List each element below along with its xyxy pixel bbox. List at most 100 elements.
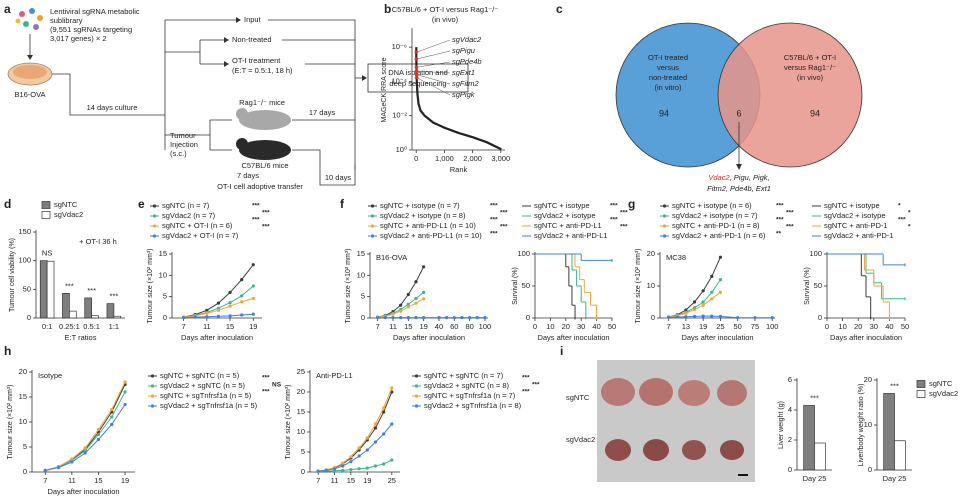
significance: *** <box>898 217 906 224</box>
point <box>701 289 705 293</box>
point <box>341 464 345 468</box>
highlight-point <box>414 72 419 77</box>
x-tick-label: 0 <box>533 322 537 331</box>
legend-marker <box>662 214 667 218</box>
arrowhead <box>362 75 367 81</box>
y-axis-label: MAGeCK RRA score <box>381 57 388 122</box>
leader <box>416 39 451 53</box>
y-tick-label: 0 <box>788 465 792 474</box>
bar <box>62 292 70 319</box>
mouse-head <box>236 138 248 150</box>
significance: * <box>908 210 911 217</box>
venn-c: OT-I treated versus non-treated (in vitr… <box>615 22 863 193</box>
y-axis-label: Liver/body weight ratio (%) <box>858 384 865 467</box>
point <box>414 301 418 305</box>
series-line <box>668 315 773 319</box>
point <box>376 315 380 320</box>
y-tick-label: 0 <box>526 313 530 322</box>
y-tick-label: 0 <box>868 465 872 474</box>
leader <box>416 70 451 74</box>
significance: NS <box>272 382 282 389</box>
point <box>414 280 418 284</box>
legend-marker <box>152 234 157 238</box>
injection-text: Injection <box>170 140 198 149</box>
gene-list: Vdac2, Pigu, Pigk, <box>708 173 769 182</box>
x-tick-label: 7 <box>667 322 671 331</box>
library-text: 3,017 genes) × 2 <box>50 34 107 43</box>
significance: * <box>908 224 911 231</box>
y-tick-label: 150 <box>18 227 31 236</box>
x-tick-label: Day 25 <box>803 474 827 483</box>
point <box>240 294 244 298</box>
leader <box>416 50 451 60</box>
x-tick-label: 1,000 <box>435 154 454 163</box>
mouse-c57 <box>239 140 291 160</box>
point <box>373 426 378 430</box>
significance: *** <box>620 224 628 231</box>
x-tick-label: 10 <box>546 322 554 331</box>
point <box>382 410 386 414</box>
bar <box>106 303 115 319</box>
y-axis-label: Tumour size (×10² mm³) <box>635 248 642 323</box>
y-axis-label: Tumour cell viability (%) <box>9 238 16 312</box>
legend-swatch <box>916 390 926 398</box>
x-tick-label: 11 <box>331 476 339 485</box>
x-tick-label: 19 <box>419 322 427 331</box>
point <box>718 255 723 259</box>
point <box>251 312 255 316</box>
legend-marker <box>370 234 375 238</box>
chart-title: C57BL/6 + OT-I versus Rag1⁻/⁻ <box>392 5 499 14</box>
cells <box>13 65 47 79</box>
point <box>251 284 255 288</box>
series-line <box>318 387 393 472</box>
arrowhead <box>236 17 241 23</box>
significance: *** <box>490 217 498 224</box>
point <box>228 314 232 318</box>
treatment-text: (E:T = 0.5:1, 18 h) <box>232 66 293 75</box>
point <box>182 315 186 320</box>
legend-label: sgNTC + sgTnfrsf1a (n = 7) <box>424 391 516 400</box>
y-axis-label: Tumour size (×10² mm³) <box>345 248 352 323</box>
point <box>216 301 221 305</box>
x-tick-label: 2,000 <box>463 154 482 163</box>
point <box>422 315 426 320</box>
point <box>701 303 705 307</box>
liver <box>643 439 669 461</box>
significance: *** <box>776 217 784 224</box>
gene: , Pigu, Pigk, <box>730 173 770 182</box>
legend-swatch <box>41 201 51 209</box>
legend-label: sgVdac2 + isotype (n = 8) <box>380 211 466 220</box>
days-text: 17 days <box>309 108 336 117</box>
point <box>422 297 426 301</box>
legend-label: sgVdac2 + anti-PD-L1 (n = 10) <box>380 231 482 240</box>
arrowhead <box>736 164 742 170</box>
y-tick-label: 10⁰ <box>396 145 407 154</box>
x-tick-label: 15 <box>404 322 412 331</box>
y-tick-label: 10 <box>297 427 305 436</box>
x-tick-label: 7 <box>43 476 47 485</box>
bar <box>814 442 826 471</box>
gene-list: Fitm2, Pde4b, Ext1 <box>707 184 771 193</box>
point <box>357 454 361 458</box>
point <box>383 315 387 320</box>
legend-swatch <box>916 380 926 388</box>
y-tick-label: 50 <box>23 284 31 293</box>
x-tick-label: 11 <box>203 322 211 331</box>
y-tick-label: 0 <box>27 313 31 322</box>
y-tick-label: 20 <box>864 375 872 384</box>
x-tick-label: 25 <box>716 322 724 331</box>
bar <box>883 393 895 471</box>
x-tick-label: 0 <box>414 154 418 163</box>
point <box>684 311 688 315</box>
bar <box>91 315 99 319</box>
significance: *** <box>786 224 794 231</box>
significance: *** <box>610 217 618 224</box>
x-tick-label: 3,000 <box>491 154 510 163</box>
legend-marker <box>414 404 419 408</box>
y-axis-label: Tumour size (×10² mm³) <box>285 384 292 459</box>
significance: *** <box>500 210 508 217</box>
chart-title: MC38 <box>666 253 686 262</box>
y-tick-label: 2 <box>788 435 792 444</box>
highlight-label: sgVdac2 <box>452 35 482 44</box>
highlight-point <box>414 50 419 55</box>
